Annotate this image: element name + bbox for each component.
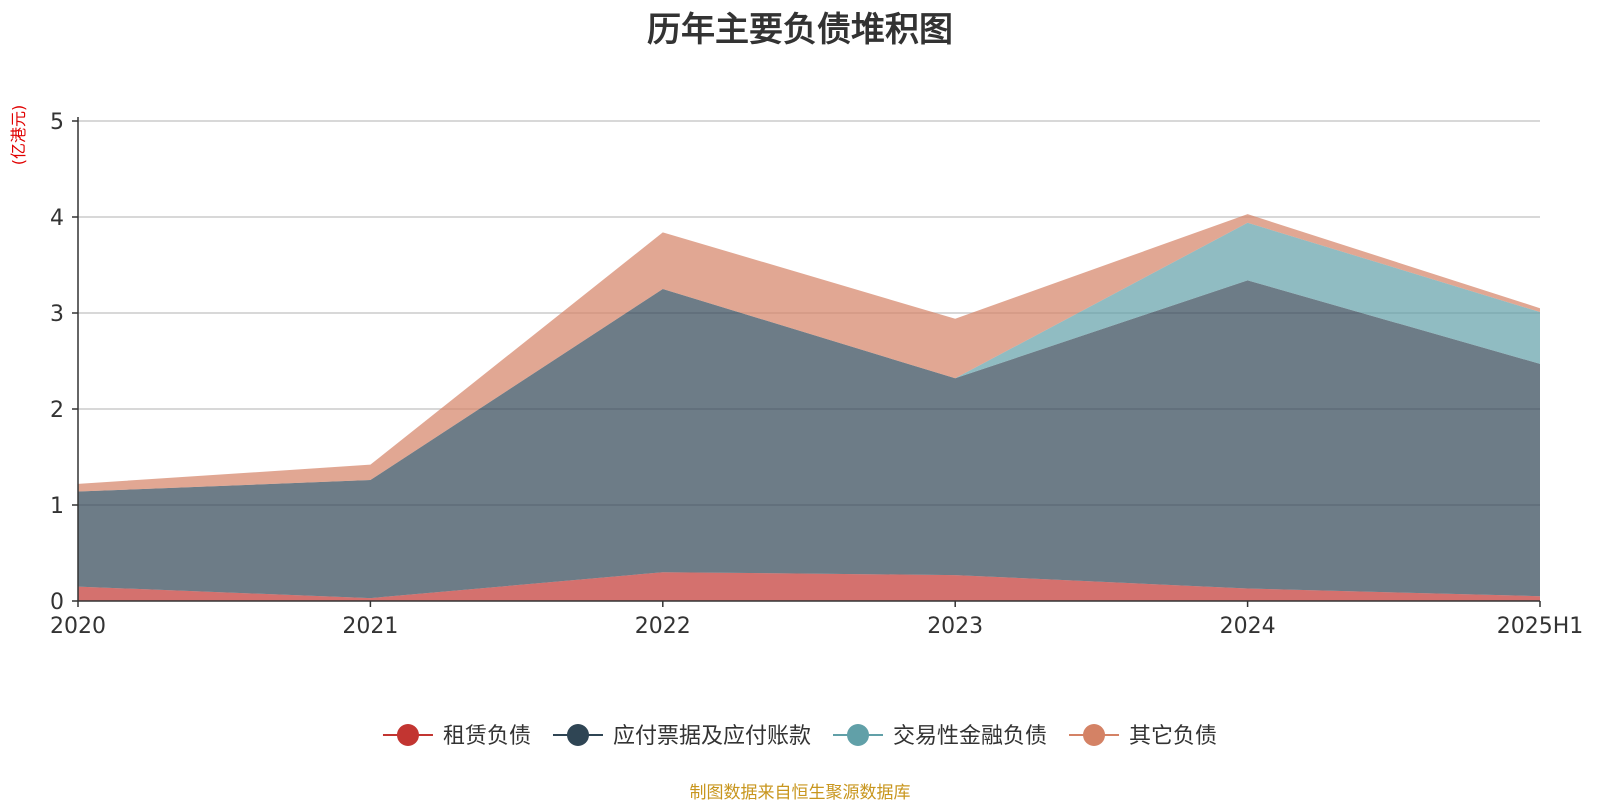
legend-label: 应付票据及应付账款 — [613, 724, 811, 749]
chart-title: 历年主要负债堆积图 — [647, 10, 953, 50]
legend-label: 其它负债 — [1129, 724, 1217, 749]
legend-item-4: 其它负债 — [1069, 724, 1217, 749]
y-axis-unit-label: (亿港元) — [9, 105, 28, 166]
legend-item-1: 租赁负债 — [382, 724, 531, 749]
x-tick-label: 2025H1 — [1497, 614, 1584, 639]
legend: 租赁负债 应付票据及应付账款 交易性金融负债 其它负债 — [382, 724, 1217, 749]
y-tick-label: 1 — [50, 494, 64, 519]
x-tick-label: 2022 — [635, 614, 691, 639]
x-tick-label: 2020 — [50, 614, 106, 639]
legend-marker — [566, 724, 589, 746]
legend-label: 交易性金融负债 — [893, 724, 1047, 749]
legend-label: 租赁负债 — [443, 724, 531, 749]
legend-item-3: 交易性金融负债 — [833, 724, 1047, 749]
data-source-note: 制图数据来自恒生聚源数据库 — [689, 783, 911, 803]
area-series-2 — [78, 280, 1540, 599]
x-tick-label: 2021 — [342, 614, 398, 639]
legend-marker — [1083, 724, 1106, 746]
axes: 0 1 2 3 4 5 2020 2021 2022 2023 2024 2025H1 — [50, 110, 1583, 639]
area-series-1 — [78, 572, 1540, 601]
y-tick-label: 0 — [50, 590, 64, 615]
area-series-3 — [78, 222, 1540, 492]
y-tick-label: 4 — [50, 206, 64, 231]
y-tick-label: 2 — [50, 398, 64, 423]
legend-marker — [847, 724, 869, 746]
legend-item-2: 应付票据及应付账款 — [552, 724, 811, 749]
y-tick-label: 5 — [50, 110, 64, 135]
legend-marker — [396, 724, 419, 746]
area-series-4 — [78, 214, 1540, 492]
area-series-layer — [78, 214, 1540, 601]
x-tick-label: 2024 — [1220, 614, 1276, 639]
x-tick-label: 2023 — [927, 614, 983, 639]
y-tick-label: 3 — [50, 302, 64, 327]
